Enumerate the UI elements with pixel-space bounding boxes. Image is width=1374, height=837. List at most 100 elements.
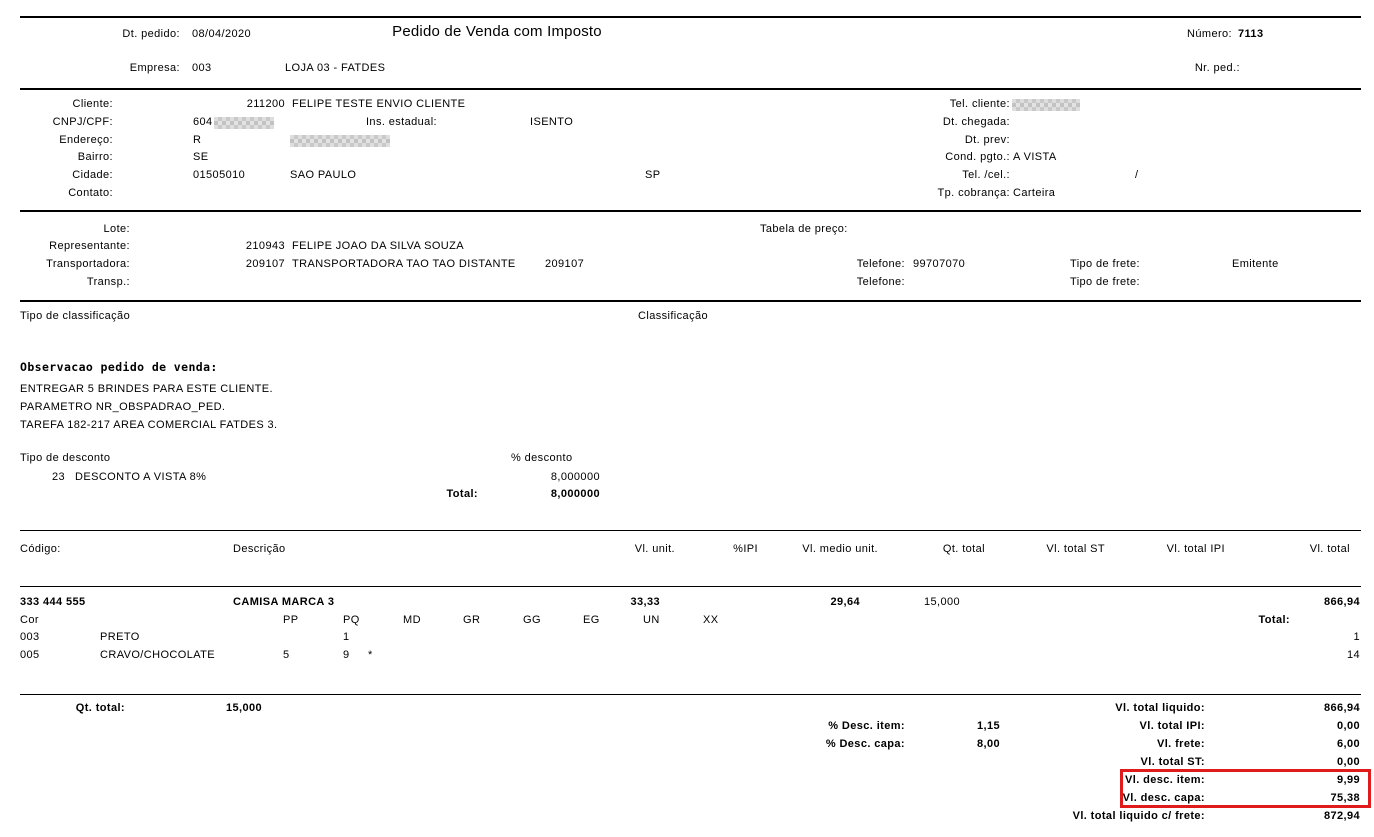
grade-size-pp: PP: [283, 614, 299, 626]
nr-ped-label: Nr. ped.:: [1194, 62, 1240, 74]
empresa-code: 003: [192, 62, 212, 74]
transportadora-ref: 209107: [545, 258, 585, 270]
endereco-label: Endereço:: [59, 134, 113, 146]
qt-total-label: Qt. total:: [75, 702, 125, 714]
grade-size-md: MD: [403, 614, 421, 626]
grade-row-pp-qty: 5: [283, 649, 290, 661]
dt-pedido-value: 08/04/2020: [192, 28, 252, 40]
divider-line: [20, 300, 1361, 302]
grade-size-pq: PQ: [343, 614, 360, 626]
redacted-endereco: [290, 135, 390, 147]
page-title: Pedido de Venda com Imposto: [392, 23, 602, 40]
numero-label: Número:: [1187, 28, 1232, 40]
divider-line: [20, 88, 1361, 90]
qt-total-value: 15,000: [225, 702, 262, 714]
grade-row-color: CRAVO/CHOCOLATE: [100, 649, 215, 661]
observacao-line: PARAMETRO NR_OBSPADRAO_PED.: [20, 401, 226, 413]
transportadora-code: 209107: [245, 258, 285, 270]
cliente-label: Cliente:: [72, 98, 113, 110]
telefone1-label: Telefone:: [856, 258, 905, 270]
col-codigo: Código:: [20, 543, 61, 555]
telefone2-label: Telefone:: [856, 276, 905, 288]
desconto-codigo: 23: [51, 471, 65, 483]
col-vl-medio: Vl. medio unit.: [802, 543, 878, 555]
dt-pedido-label: Dt. pedido:: [122, 28, 180, 40]
cond-pgto-value: A VISTA: [1013, 151, 1057, 163]
col-ipi: %IPI: [733, 543, 758, 555]
bairro-value: SE: [193, 151, 209, 163]
desconto-pct: 8,000000: [550, 471, 600, 483]
pct-desc-item-value: 1,15: [976, 720, 1000, 732]
dt-chegada-label: Dt. chegada:: [942, 116, 1010, 128]
grade-row-star-marker: *: [368, 649, 373, 661]
redacted-tel-cliente: [1012, 99, 1080, 111]
pct-desc-capa-value: 8,00: [976, 738, 1000, 750]
divider-line: [20, 210, 1361, 212]
transportadora-label: Transportadora:: [46, 258, 130, 270]
vl-desc-capa-value: 75,38: [1330, 792, 1360, 804]
item-codigo: 333 444 555: [20, 596, 86, 608]
observacao-line: TAREFA 182-217 AREA COMERCIAL FATDES 3.: [20, 419, 278, 431]
vl-frete-value: 6,00: [1336, 738, 1360, 750]
item-vl-total: 866,94: [1323, 596, 1360, 608]
tipo-frete1-value: Emitente: [1232, 258, 1279, 270]
grade-size-xx: XX: [703, 614, 719, 626]
tabela-preco-label: Tabela de preço:: [760, 223, 848, 235]
cnpj-label: CNPJ/CPF:: [52, 116, 113, 128]
cliente-code: 211200: [246, 98, 285, 110]
item-vl-medio: 29,64: [830, 596, 860, 608]
vl-total-ipi-label: Vl. total IPI:: [1139, 720, 1205, 732]
empresa-label: Empresa:: [129, 62, 180, 74]
representante-code: 210943: [245, 240, 285, 252]
pct-desconto-header: % desconto: [511, 452, 573, 464]
cond-pgto-label: Cond. pgto.:: [945, 151, 1010, 163]
endereco-value: R: [193, 134, 202, 146]
grade-row-pq-qty: 9: [343, 649, 350, 661]
representante-label: Representante:: [49, 240, 130, 252]
col-vl-total: Vl. total: [1309, 543, 1350, 555]
tel-cel-label: Tel. /cel.:: [962, 169, 1010, 181]
grade-cor-label: Cor: [20, 614, 39, 626]
redacted-cnpj: [214, 117, 274, 129]
col-vl-unit: Vl. unit.: [634, 543, 675, 555]
tipo-frete2-label: Tipo de frete:: [1069, 276, 1140, 288]
vl-total-liquido-frete-value: 872,94: [1323, 810, 1360, 822]
grade-row-code: 005: [20, 649, 40, 661]
desconto-descricao: DESCONTO A VISTA 8%: [75, 471, 207, 483]
transp-label: Transp.:: [86, 276, 130, 288]
bairro-label: Bairro:: [77, 151, 113, 163]
empresa-name: LOJA 03 - FATDES: [285, 62, 386, 74]
vl-total-liquido-value: 866,94: [1323, 702, 1360, 714]
tel-cliente-label: Tel. cliente:: [949, 98, 1010, 110]
col-descricao: Descrição: [233, 543, 286, 555]
item-vl-unit: 33,33: [630, 596, 660, 608]
vl-desc-item-label: Vl. desc. item:: [1125, 774, 1205, 786]
classificacao-label: Classificação: [638, 310, 709, 322]
ins-estadual-value: ISENTO: [530, 116, 574, 128]
cep-value: 01505010: [193, 169, 246, 181]
telefone1-value: 99707070: [913, 258, 966, 270]
grade-size-gg: GG: [523, 614, 541, 626]
tp-cobranca-value: Carteira: [1013, 187, 1056, 199]
cidade-value: SAO PAULO: [290, 169, 357, 181]
vl-total-st-label: Vl. total ST:: [1140, 756, 1205, 768]
grade-row-total: 1: [1353, 631, 1360, 643]
cliente-name: FELIPE TESTE ENVIO CLIENTE: [292, 98, 466, 110]
desconto-total-value: 8,000000: [550, 488, 600, 500]
grade-row-color: PRETO: [100, 631, 140, 643]
numero-value: 7113: [1238, 28, 1264, 40]
tp-cobranca-label: Tp. cobrança:: [937, 187, 1010, 199]
tipo-desconto-header: Tipo de desconto: [20, 452, 111, 464]
cnpj-value: 604: [193, 116, 213, 128]
observacao-title: Observacao pedido de venda:: [20, 360, 218, 374]
vl-desc-capa-label: Vl. desc. capa:: [1122, 792, 1205, 804]
grade-row-pq-qty: 1: [343, 631, 350, 643]
vl-frete-label: Vl. frete:: [1156, 738, 1205, 750]
col-vl-total-st: Vl. total ST: [1046, 543, 1105, 555]
grade-row-total: 14: [1346, 649, 1360, 661]
col-vl-total-ipi: Vl. total IPI: [1166, 543, 1225, 555]
item-descricao: CAMISA MARCA 3: [233, 596, 335, 608]
grade-size-eg: EG: [583, 614, 600, 626]
divider-line: [20, 530, 1361, 531]
